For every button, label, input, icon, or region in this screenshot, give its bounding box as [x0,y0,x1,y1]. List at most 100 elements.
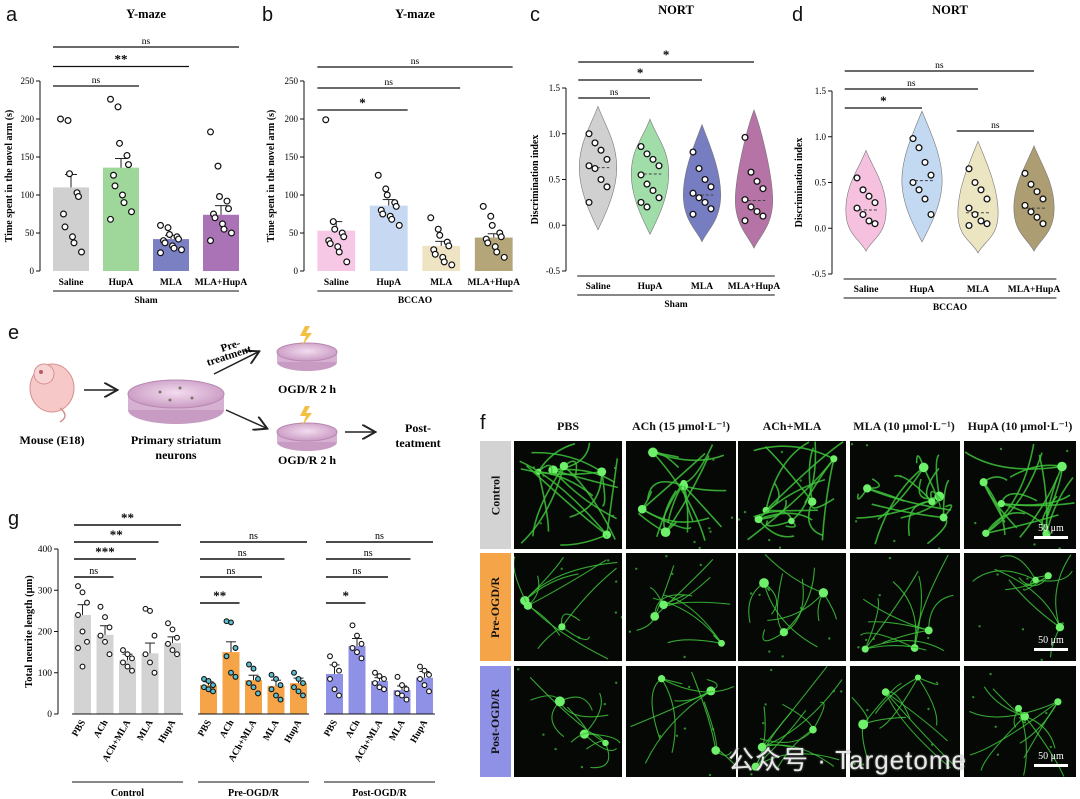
significance-label: * [637,65,644,80]
bar [119,660,136,714]
data-point [77,248,85,256]
data-point [395,221,403,229]
x-tick-label: HupA [157,718,178,745]
micrograph: 50 μm [964,441,1076,549]
column-label-ach-mla: ACh+MLA [762,419,822,433]
data-point [977,217,985,225]
row-label-control: Control [480,441,511,549]
data-point [372,669,378,676]
data-point [268,671,275,678]
data-point [228,229,236,237]
data-point [106,651,113,658]
data-point [915,186,923,194]
neuron-image [969,672,1065,777]
row-label-pre-ogd: Pre-OGD/R [480,553,511,661]
data-point [151,632,158,639]
panel-label-g: g [8,508,20,530]
significance-label: ns [142,37,151,47]
data-point [170,244,178,252]
data-point [637,198,645,206]
column-label-hupa: HupA (10 μmol·L⁻¹) [967,419,1073,433]
x-tick-label: MLA [388,718,408,742]
significance-label: ns [411,57,420,67]
micrograph [738,553,846,661]
micrograph [626,666,736,777]
data-point [707,205,715,213]
column-label-ach: ACh (15 μmol·L⁻¹) [631,419,731,433]
data-point [120,647,126,654]
data-point [585,130,593,138]
micrograph [850,553,960,661]
scale-bar: 50 μm [1034,751,1068,767]
significance-label: ** [213,588,226,603]
data-point [921,195,929,203]
data-point [79,663,86,670]
significance-label: ns [385,78,394,88]
y-tick-label: 0.0 [549,220,561,230]
significance-label: ns [375,531,384,542]
data-point [124,663,131,670]
data-point [983,220,991,228]
y-tick-label: -0.5 [812,269,827,279]
micrograph [738,441,846,549]
data-point [741,217,749,225]
neuron-image [972,554,1073,661]
ogd-bottom-label: OGD/R 2 h [278,453,336,467]
significance-label: ns [353,566,362,577]
data-point [1027,208,1035,216]
significance-label: * [663,47,670,62]
data-point [124,161,132,169]
data-point [84,638,90,645]
data-point [977,186,985,194]
panel-label-d: d [792,4,804,26]
data-point [753,207,761,216]
y-tick-label: 1.0 [549,129,561,139]
data-point [164,224,172,232]
data-point [232,673,239,680]
data-point [178,246,186,254]
data-point [210,682,216,689]
chart-a-ymaze-sham: 0 50 100 150 200 250 Time spent in the novel a… [4,7,247,306]
y-tick-label: 200 [21,114,35,124]
neuron-image [519,442,619,546]
data-point [637,143,645,151]
data-point [747,168,755,176]
data-point [331,225,339,233]
panel-label-c: c [530,4,540,26]
bar [141,653,159,714]
data-point [421,682,428,689]
scale-bar-line [1034,764,1068,767]
data-point [175,235,183,243]
data-point [382,185,390,193]
significance-label: ns [249,531,258,542]
x-tick-label: Saline [586,282,611,292]
data-point [329,218,337,226]
y-tick-label: 0.5 [549,175,561,185]
neuron-image [630,671,736,777]
neuron-image [850,443,953,549]
data-point [426,671,432,678]
data-point [643,203,651,211]
data-point [174,651,180,658]
bar [267,685,285,714]
violin [845,149,887,252]
y-tick-label: 400 [38,545,53,555]
post-label-1: Post- [405,421,431,435]
significance-label: ns [238,548,247,559]
data-point [300,680,306,687]
bar [96,634,114,714]
y-tick-label: 0.0 [815,223,827,233]
y-tick-label: 200 [38,628,53,638]
data-point [689,148,697,156]
neuron-image [748,554,837,658]
micrograph [514,666,622,777]
data-point [250,684,257,691]
x-tick-label: MLA [967,285,989,295]
data-point [865,192,873,200]
data-point [649,155,657,163]
panel-label-a: a [6,4,18,26]
scale-bar-line [1034,536,1068,539]
data-point [381,675,387,682]
bar [416,677,433,714]
data-point [394,673,401,680]
